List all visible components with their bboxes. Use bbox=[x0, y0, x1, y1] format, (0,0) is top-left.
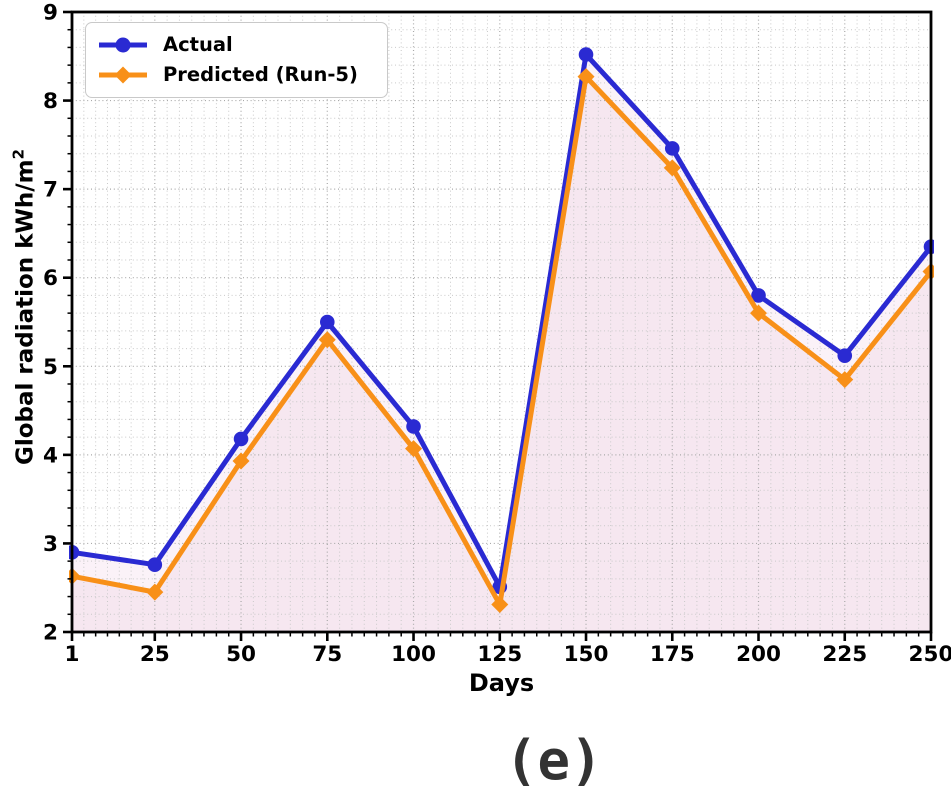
svg-text:100: 100 bbox=[391, 642, 436, 667]
legend-label-predicted: Predicted (Run-5) bbox=[163, 63, 358, 87]
data-point-actual bbox=[233, 431, 249, 447]
area-under-predicted bbox=[72, 76, 931, 632]
data-point-predicted bbox=[405, 440, 423, 458]
data-point-predicted bbox=[318, 331, 336, 349]
subfigure-caption: (e) bbox=[505, 729, 603, 792]
y-axis-label-superscript: 2 bbox=[9, 148, 28, 160]
svg-text:4: 4 bbox=[43, 443, 58, 468]
data-point-predicted bbox=[146, 583, 164, 601]
svg-text:5: 5 bbox=[43, 355, 58, 380]
plot-border bbox=[70, 10, 933, 634]
data-point-predicted bbox=[750, 304, 768, 322]
svg-text:8: 8 bbox=[43, 89, 58, 114]
data-point-actual bbox=[147, 557, 163, 572]
data-point-predicted bbox=[491, 596, 509, 614]
svg-text:250: 250 bbox=[909, 642, 951, 667]
actual-line-marker-icon bbox=[99, 37, 147, 53]
svg-text:3: 3 bbox=[43, 532, 58, 557]
data-point-predicted bbox=[663, 159, 681, 177]
svg-text:9: 9 bbox=[43, 1, 58, 26]
legend: Actual Predicted (Run-5) bbox=[85, 22, 388, 98]
svg-text:50: 50 bbox=[226, 642, 256, 667]
svg-text:6: 6 bbox=[43, 266, 58, 291]
svg-text:150: 150 bbox=[564, 642, 609, 667]
svg-text:200: 200 bbox=[736, 642, 781, 667]
svg-text:1: 1 bbox=[65, 642, 80, 667]
grid-minor bbox=[72, 12, 931, 632]
legend-item-predicted: Predicted (Run-5) bbox=[96, 64, 387, 86]
svg-text:175: 175 bbox=[650, 642, 695, 667]
axis-ticks bbox=[63, 10, 933, 641]
legend-item-actual: Actual bbox=[96, 34, 387, 56]
series-actual bbox=[69, 47, 934, 595]
x-tick-labels: 1 25 50 75 100 125 150 175 200 225 250 bbox=[65, 642, 951, 667]
svg-text:75: 75 bbox=[312, 642, 342, 667]
data-point-actual bbox=[319, 314, 335, 330]
data-point-predicted bbox=[577, 68, 595, 86]
data-point-actual bbox=[664, 141, 680, 156]
data-point-actual bbox=[837, 348, 853, 363]
x-axis-label: Days bbox=[468, 669, 535, 697]
y-axis-label: Global radiation kWh/m2 bbox=[10, 149, 39, 465]
legend-label-actual: Actual bbox=[163, 33, 233, 57]
y-tick-labels: 2 3 4 5 6 7 8 9 bbox=[43, 1, 58, 646]
data-point-predicted bbox=[232, 452, 250, 470]
svg-text:125: 125 bbox=[477, 642, 522, 667]
svg-text:225: 225 bbox=[822, 642, 867, 667]
data-point-actual bbox=[578, 47, 594, 62]
data-point-actual bbox=[751, 288, 766, 303]
data-point-actual bbox=[406, 419, 421, 434]
svg-text:25: 25 bbox=[140, 642, 170, 667]
y-axis-label-text: Global radiation kWh/m bbox=[12, 159, 39, 466]
predicted-line-marker-icon bbox=[99, 66, 147, 84]
series-predicted bbox=[69, 68, 934, 614]
data-point-predicted bbox=[836, 371, 854, 389]
svg-text:7: 7 bbox=[43, 178, 58, 203]
svg-text:2: 2 bbox=[43, 621, 58, 646]
